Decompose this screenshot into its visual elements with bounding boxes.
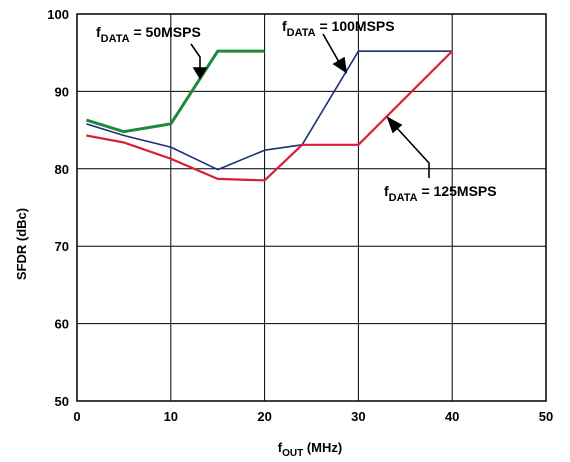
- y-axis-title: SFDR (dBc): [14, 208, 29, 280]
- x-tick-label: 40: [445, 409, 459, 424]
- x-tick-label: 20: [257, 409, 271, 424]
- arrow-100msps: [322, 33, 340, 63]
- x-tick-label: 30: [351, 409, 365, 424]
- arrowhead-50msps: [192, 67, 208, 80]
- y-tick-label: 70: [55, 239, 69, 254]
- series-50msps-line: [85, 49, 265, 134]
- annotation-arrows: [190, 33, 430, 178]
- y-tick-label: 100: [47, 7, 69, 22]
- arrowhead-100msps: [332, 56, 348, 74]
- annotation-125msps: fDATA = 125MSPS: [384, 183, 497, 204]
- y-tick-label: 80: [55, 162, 69, 177]
- x-tick-label: 0: [73, 409, 80, 424]
- series-layer: [85, 49, 453, 182]
- x-axis-title: fOUT (MHz): [278, 440, 342, 459]
- annotation-100msps: fDATA = 100MSPS: [282, 18, 395, 39]
- grid-lines: [77, 14, 546, 401]
- plot-frame: [76, 13, 547, 402]
- arrow-50msps: [190, 43, 201, 68]
- y-tick-label: 60: [55, 317, 69, 332]
- annotation-50msps: fDATA = 50MSPS: [96, 24, 201, 45]
- series-125msps-line: [86, 50, 453, 182]
- y-tick-label: 50: [55, 394, 69, 409]
- y-tick-label: 90: [55, 84, 69, 99]
- arrowhead-125msps: [386, 116, 403, 134]
- tick-labels: 0 10 20 30 40 50 50 60 70 80 90 100: [47, 7, 553, 424]
- x-tick-label: 50: [539, 409, 553, 424]
- x-tick-label: 10: [164, 409, 178, 424]
- arrow-125msps: [395, 126, 430, 178]
- series-100msps-line: [86, 50, 453, 171]
